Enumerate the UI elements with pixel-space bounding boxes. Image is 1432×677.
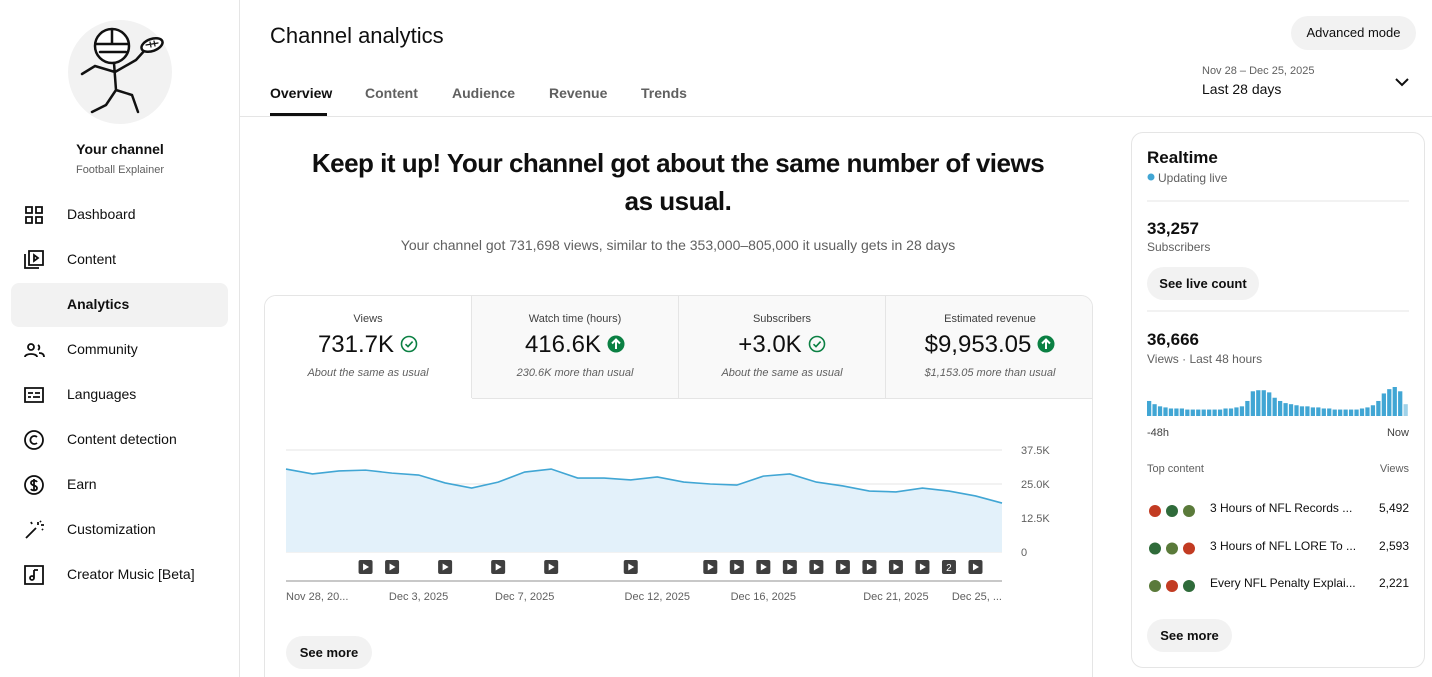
metric-note: $1,153.05 more than usual <box>924 367 1056 379</box>
metric-tab[interactable]: Watch time (hours) 416.6K 230.6K more than… <box>472 296 679 399</box>
views-column-label: Views <box>1379 463 1409 475</box>
metric-value: 731.7K <box>265 331 471 359</box>
realtime-views-label: Views · Last 48 hours <box>1147 352 1263 366</box>
see-more-button[interactable]: See more <box>286 636 372 669</box>
metric-label: Subscribers <box>752 313 812 325</box>
advanced-mode-button[interactable]: Advanced mode <box>1291 16 1416 50</box>
metric-tab[interactable]: Views 731.7K About the same as usual <box>265 296 472 398</box>
nav-item[interactable]: Content <box>67 251 117 267</box>
channel-label: Your channel <box>76 141 164 157</box>
realtime-title: Realtime <box>1147 148 1218 167</box>
realtime-see-more-button[interactable]: See more <box>1147 619 1232 652</box>
top-content-views: 5,492 <box>1378 501 1409 515</box>
nav-item[interactable]: Languages <box>67 386 137 402</box>
nav-item[interactable]: Content detection <box>67 431 177 447</box>
realtime-status: Updating live <box>1158 171 1228 185</box>
realtime-views: 36,666 <box>1147 330 1199 349</box>
metric-value-text: $9,953.05 <box>924 331 1032 358</box>
metric-value-text: 731.7K <box>317 331 395 358</box>
metric-value: $9,953.05 <box>886 331 1092 359</box>
top-content-title[interactable]: 3 Hours of NFL LORE To ... <box>1210 538 1357 553</box>
nav-item[interactable]: Customization <box>67 521 156 537</box>
realtime-card <box>1131 132 1425 668</box>
date-range[interactable]: Nov 28 – Dec 25, 2025 <box>1202 65 1315 77</box>
header-divider <box>240 116 1432 117</box>
nav-item[interactable]: Earn <box>67 476 97 492</box>
status-icon <box>607 335 625 353</box>
tab[interactable]: Overview <box>270 85 333 101</box>
top-content-title[interactable]: 3 Hours of NFL Records ... <box>1210 501 1353 515</box>
summary-headline: Keep it up! Your channel got about the s… <box>311 148 1045 216</box>
metric-card: Views 731.7K About the same as usual Watch … <box>264 295 1093 677</box>
metric-value: +3.0K <box>679 331 885 359</box>
date-period[interactable]: Last 28 days <box>1202 81 1282 97</box>
metric-value: 416.6K <box>472 331 678 359</box>
page-title: Channel analytics <box>270 23 444 48</box>
date-chevron[interactable] <box>1395 78 1409 87</box>
top-content-label: Top content <box>1147 463 1204 475</box>
metric-label: Views <box>353 313 383 325</box>
metric-label: Watch time (hours) <box>528 313 622 325</box>
metric-value-text: 416.6K <box>524 331 602 358</box>
metric-tab[interactable]: Estimated revenue $9,953.05 $1,153.05 more… <box>886 296 1092 399</box>
nav-active-bg <box>11 283 228 327</box>
tab[interactable]: Trends <box>641 85 687 101</box>
metric-note: About the same as usual <box>307 367 429 379</box>
metric-value-text: +3.0K <box>738 331 802 358</box>
channel-name: Football Explainer <box>75 164 165 176</box>
sidebar <box>0 0 240 677</box>
status-icon <box>1037 335 1055 353</box>
subscriber-label: Subscribers <box>1147 240 1211 254</box>
metric-label: Estimated revenue <box>944 313 1036 325</box>
subscriber-count: 33,257 <box>1147 219 1199 238</box>
status-icon <box>808 335 825 353</box>
nav-item[interactable]: Creator Music [Beta] <box>67 566 195 582</box>
top-content-views: 2,593 <box>1378 538 1409 553</box>
tab-underline <box>270 113 327 116</box>
metric-note: About the same as usual <box>721 367 843 379</box>
tab[interactable]: Revenue <box>549 85 608 101</box>
live-count-button[interactable]: See live count <box>1147 267 1259 300</box>
metric-tab[interactable]: Subscribers +3.0K About the same as usual <box>679 296 886 399</box>
tab[interactable]: Content <box>365 85 418 101</box>
nav-item[interactable]: Community <box>67 341 138 357</box>
nav-item[interactable]: Dashboard <box>67 206 136 222</box>
top-content-title[interactable]: Every NFL Penalty Explai... <box>1210 576 1356 590</box>
summary-detail: Your channel got 731,698 views, similar … <box>400 237 956 253</box>
status-icon <box>400 335 418 353</box>
metric-note: 230.6K more than usual <box>516 367 634 379</box>
tab[interactable]: Audience <box>452 85 516 101</box>
nav-item[interactable]: Analytics <box>67 296 130 312</box>
top-content-views: 2,221 <box>1378 576 1409 590</box>
